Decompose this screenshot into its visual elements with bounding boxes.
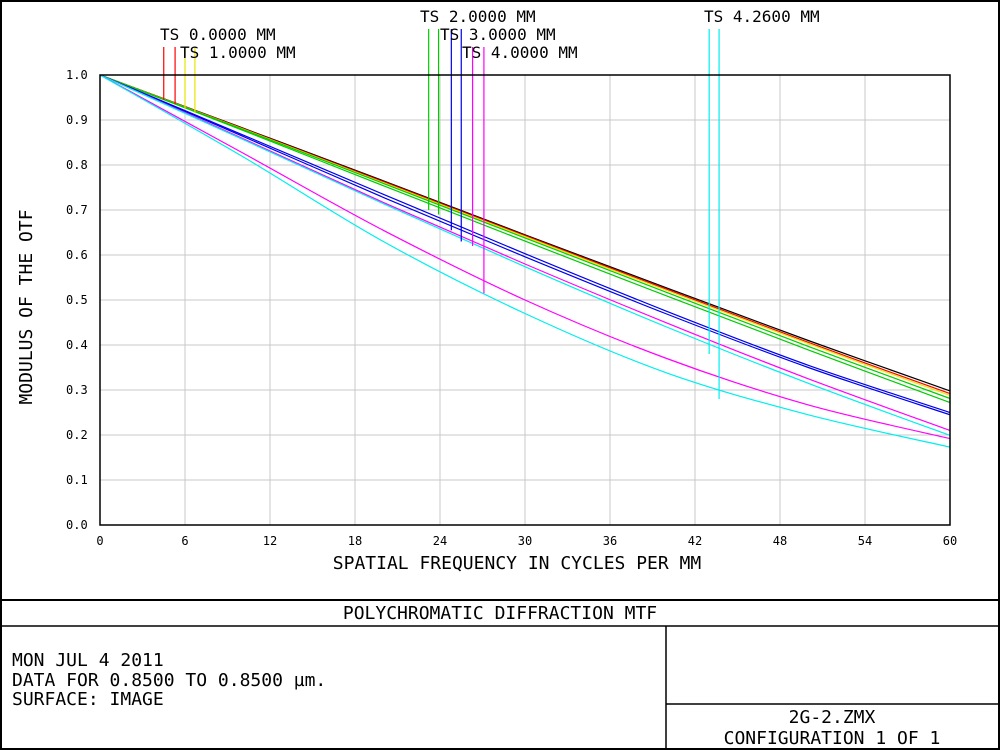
y-tick-label: 0.9 [66, 113, 88, 127]
x-tick-label: 60 [943, 534, 957, 548]
mtf-curve [99, 74, 951, 440]
y-tick-label: 0.2 [66, 428, 88, 442]
file-name: 2G-2.ZMX [789, 707, 876, 728]
legend-label: TS 1.0000 MM [180, 43, 296, 62]
y-tick-label: 0.6 [66, 248, 88, 262]
surface-name: SURFACE: IMAGE [12, 689, 164, 710]
mtf-curve [99, 74, 951, 448]
y-tick-labels: 0.0 0.1 0.2 0.3 0.4 0.5 0.6 0.7 0.8 0.9 1.0 [66, 68, 88, 532]
mtf-curve [99, 74, 951, 432]
y-tick-label: 0.8 [66, 158, 88, 172]
x-tick-label: 6 [181, 534, 188, 548]
legend-label: TS 2.0000 MM [420, 7, 536, 26]
x-tick-label: 18 [348, 534, 362, 548]
x-tick-label: 42 [688, 534, 702, 548]
chart-title: POLYCHROMATIC DIFFRACTION MTF [343, 603, 657, 624]
mtf-curve [99, 74, 951, 400]
mtf-curve [99, 74, 951, 414]
mtf-curve [99, 74, 951, 404]
y-tick-label: 0.0 [66, 518, 88, 532]
y-tick-label: 0.7 [66, 203, 88, 217]
wavelength-range: DATA FOR 0.8500 TO 0.8500 µm. [12, 670, 326, 691]
legend-label: TS 3.0000 MM [440, 25, 556, 44]
x-tick-label: 36 [603, 534, 617, 548]
mtf-curve [99, 74, 951, 416]
field-markers [163, 29, 720, 399]
report-date: MON JUL 4 2011 [12, 650, 164, 671]
y-axis-label: MODULUS OF THE OTF [16, 209, 37, 404]
mtf-curves [99, 74, 951, 448]
x-tick-label: 0 [96, 534, 103, 548]
plot-border [99, 74, 951, 526]
x-axis-label: SPATIAL FREQUENCY IN CYCLES PER MM [333, 553, 702, 574]
legend-label: TS 4.0000 MM [462, 43, 578, 62]
y-tick-label: 0.3 [66, 383, 88, 397]
y-tick-label: 0.4 [66, 338, 88, 352]
x-tick-label: 12 [263, 534, 277, 548]
x-tick-label: 24 [433, 534, 447, 548]
y-tick-label: 0.5 [66, 293, 88, 307]
x-tick-label: 54 [858, 534, 872, 548]
configuration-label: CONFIGURATION 1 OF 1 [724, 728, 941, 749]
x-tick-labels: 0 6 12 18 24 30 36 42 48 54 60 [96, 534, 957, 548]
y-tick-label: 1.0 [66, 68, 88, 82]
mtf-curve [99, 74, 951, 436]
legend-label: TS 0.0000 MM [160, 25, 276, 44]
legend-label: TS 4.2600 MM [704, 7, 820, 26]
x-tick-label: 30 [518, 534, 532, 548]
x-tick-label: 48 [773, 534, 787, 548]
y-tick-label: 0.1 [66, 473, 88, 487]
